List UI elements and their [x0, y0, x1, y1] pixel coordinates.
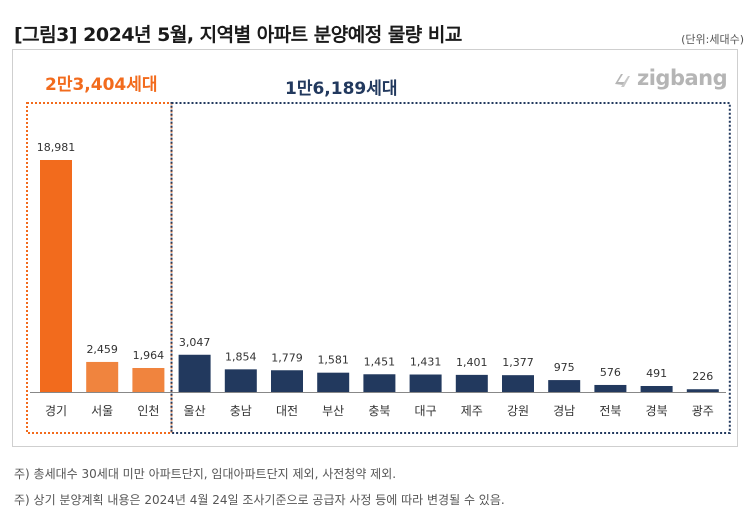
category-label-울산: 울산 — [184, 404, 206, 418]
bars-group: 18,981 경기 2,459 서울 1,964 인천 3,047 울산 1,854 충남 1,77… — [37, 141, 719, 418]
chart-panel — [12, 49, 738, 447]
bar-부산 — [317, 372, 350, 392]
bar-인천 — [132, 367, 165, 392]
value-label-서울: 2,459 — [86, 343, 118, 356]
category-label-서울: 서울 — [91, 404, 113, 418]
bar-제주 — [455, 374, 488, 392]
value-label-경남: 975 — [554, 361, 575, 374]
bar-광주 — [686, 389, 719, 392]
category-label-경북: 경북 — [646, 404, 668, 418]
bar-서울 — [86, 361, 119, 392]
category-label-대구: 대구 — [415, 404, 437, 418]
bar-대구 — [409, 374, 442, 392]
value-label-대구: 1,431 — [410, 356, 442, 369]
bar-충남 — [224, 369, 257, 392]
value-label-대전: 1,779 — [271, 351, 303, 364]
bar-경기 — [40, 160, 72, 392]
bar-강원 — [502, 375, 534, 392]
footnote-2: 주) 상기 분양계획 내용은 2024년 4월 24일 조사기준으로 공급자 사… — [14, 493, 505, 507]
unit-label: (단위:세대수) — [681, 33, 744, 46]
zigbang-logo-icon — [615, 74, 630, 87]
category-label-대전: 대전 — [276, 404, 298, 418]
bar-경남 — [548, 380, 581, 392]
value-label-광주: 226 — [692, 370, 713, 383]
bar-대전 — [271, 370, 303, 392]
category-label-인천: 인천 — [137, 403, 159, 418]
category-label-광주: 광주 — [692, 404, 714, 418]
bar-전북 — [594, 384, 627, 392]
value-label-경기: 18,981 — [37, 141, 76, 154]
footnote-1: 주) 총세대수 30세대 미만 아파트단지, 임대아파트단지 제외, 사전청약 … — [14, 467, 397, 481]
category-label-경기: 경기 — [45, 404, 67, 418]
group-total-label-other: 1만6,189세대 — [285, 79, 398, 99]
value-label-울산: 3,047 — [179, 336, 211, 349]
category-label-제주: 제주 — [461, 404, 483, 418]
category-label-충북: 충북 — [368, 404, 390, 418]
value-label-충남: 1,854 — [225, 350, 257, 363]
category-label-강원: 강원 — [507, 404, 529, 418]
bar-울산 — [178, 354, 211, 392]
category-label-충남: 충남 — [230, 404, 252, 418]
bar-충북 — [363, 374, 396, 392]
bar-chart: 2만3,404세대 1만6,189세대 18,981 경기 2,459 서울 1,964… — [26, 75, 731, 434]
capital-region-box — [26, 102, 173, 434]
value-label-인천: 1,964 — [133, 349, 165, 362]
value-label-경북: 491 — [646, 367, 667, 380]
category-label-경남: 경남 — [553, 404, 575, 418]
zigbang-logo: zigbang — [611, 66, 728, 90]
value-label-부산: 1,581 — [317, 354, 349, 367]
zigbang-logo-text: zigbang — [637, 66, 728, 90]
category-label-부산: 부산 — [322, 404, 344, 418]
value-label-강원: 1,377 — [502, 356, 534, 369]
value-label-제주: 1,401 — [456, 356, 488, 369]
bar-경북 — [640, 385, 673, 392]
value-label-전북: 576 — [600, 366, 621, 379]
chart-title: [그림3] 2024년 5월, 지역별 아파트 분양예정 물량 비교 — [14, 24, 462, 46]
category-label-전북: 전북 — [599, 404, 621, 418]
value-label-충북: 1,451 — [364, 355, 396, 368]
group-total-label-capital: 2만3,404세대 — [45, 75, 158, 95]
